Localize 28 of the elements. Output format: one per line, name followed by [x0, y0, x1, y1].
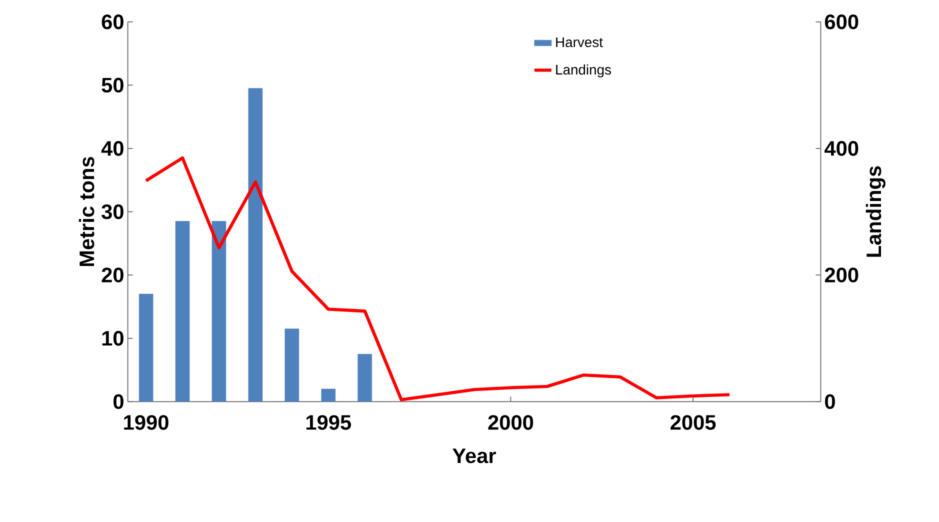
- x-tick-label: 2005: [670, 415, 716, 430]
- x-tick-label: 1995: [306, 415, 352, 430]
- bar: [138, 294, 154, 402]
- bar: [358, 354, 372, 402]
- y-tick-label: 10: [102, 330, 124, 346]
- y-tick-label: 50: [102, 78, 124, 93]
- y2-tick-label: 200: [824, 268, 858, 282]
- legend-label: Harvest: [556, 37, 603, 48]
- bar: [175, 221, 190, 402]
- y2-axis-title: Landings: [866, 166, 886, 257]
- bar: [321, 388, 336, 402]
- y-tick-label: 0: [114, 394, 124, 410]
- y-tick-label: 30: [102, 204, 124, 220]
- y2-tick-label: 600: [824, 14, 858, 30]
- y-axis-title: Metric tons: [78, 156, 94, 266]
- bar: [212, 221, 226, 402]
- x-axis-title: Year: [452, 448, 496, 464]
- y-tick-label: 20: [102, 268, 124, 282]
- y2-tick-label: 0: [825, 394, 835, 410]
- y2-tick-label: 400: [824, 141, 858, 156]
- legend-label: Landings: [556, 64, 611, 78]
- y-tick-label: 60: [102, 14, 124, 30]
- y-tick-label: 40: [101, 141, 124, 156]
- bar: [284, 328, 300, 402]
- x-tick-label: 1990: [124, 415, 168, 430]
- line-series: [144, 156, 732, 402]
- bar: [248, 88, 263, 402]
- x-tick-label: 2000: [488, 415, 534, 430]
